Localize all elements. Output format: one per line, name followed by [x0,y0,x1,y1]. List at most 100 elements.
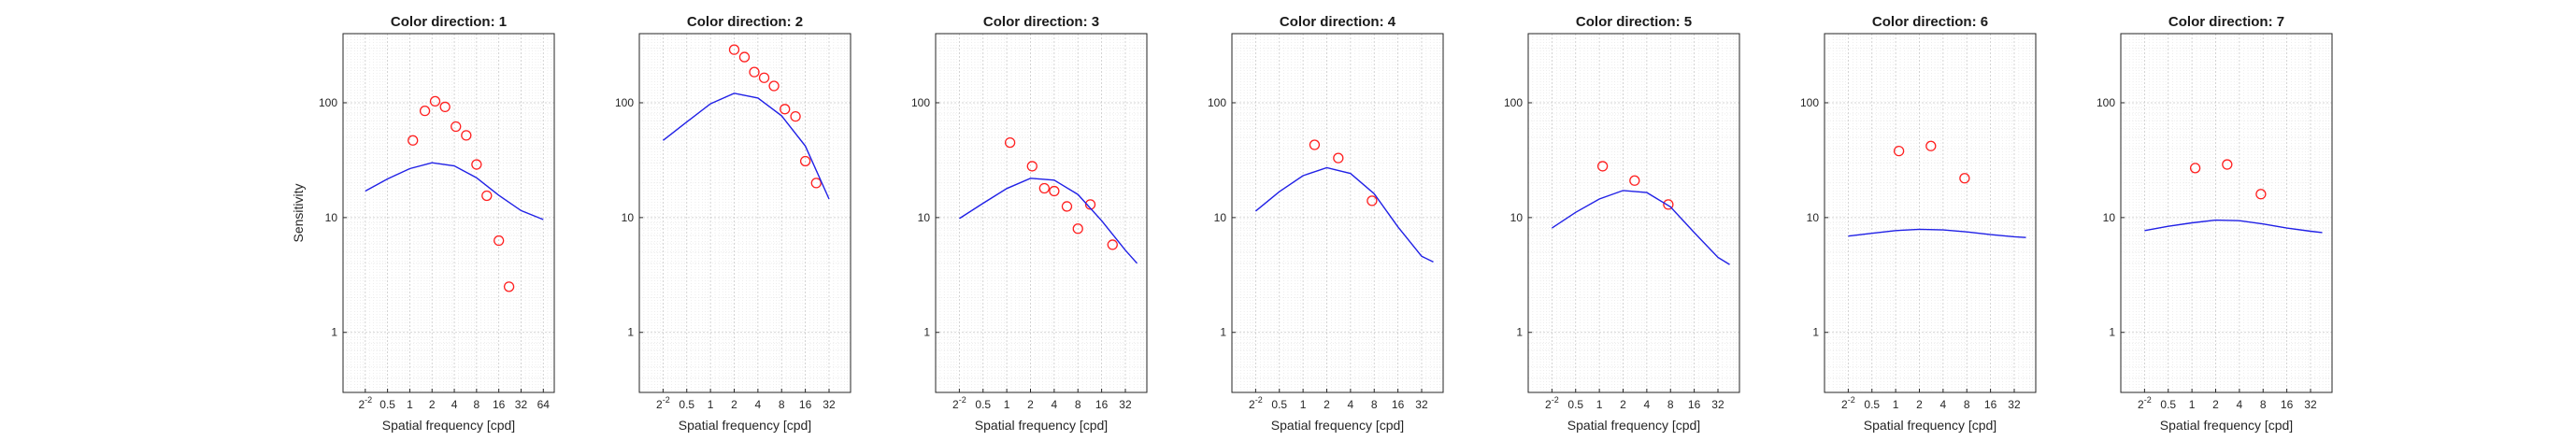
x-tick-label: 2 [2212,398,2219,411]
x-tick-label: 16 [799,398,812,411]
x-tick-label: 0.5 [1567,398,1583,411]
x-tick-label: 16 [1984,398,1997,411]
y-tick-label: 1 [923,326,930,339]
axes-frame [638,33,852,393]
x-axis-label: Spatial frequency [cpd] [2160,418,2293,433]
data-marker [408,135,419,146]
x-tick-label: 32 [1415,398,1428,411]
x-axis-label: Spatial frequency [cpd] [1567,418,1700,433]
x-tick-exponent: -2 [2144,395,2152,405]
x-tick-label: 0.5 [975,398,991,411]
x-tick-label: 1 [407,398,413,411]
x-tick-base: 2 [2138,398,2144,411]
data-marker [738,51,751,63]
x-tick-label: 2 [731,398,737,411]
data-marker [1596,161,1609,172]
x-tick-label: 1 [708,398,714,411]
x-tick-label: 2 [1324,398,1330,411]
y-tick-label: 1 [2109,326,2115,339]
x-tick-label: 2-2 [952,395,966,411]
x-tick-label: 2-2 [2138,395,2152,411]
model-curve [1254,166,1434,263]
axes-frame [2120,33,2333,393]
y-tick-label: 1 [1516,326,1523,339]
data-marker [439,101,451,113]
plot-area [1528,34,1739,392]
axes-frame [1824,33,2037,393]
data-marker [1072,223,1083,235]
data-marker [758,72,770,83]
y-tick-label: 1 [331,326,337,339]
x-tick-label: 2-2 [358,395,372,411]
y-tick-label: 100 [1208,96,1226,109]
axes-frame [935,33,1148,393]
x-tick-label: 2-2 [656,395,670,411]
x-tick-label: 4 [1052,398,1058,411]
x-tick-label: 0.5 [379,398,395,411]
data-marker [810,178,822,189]
data-marker [1038,182,1050,194]
x-tick-label: 8 [1371,398,1378,411]
model-curve [2144,219,2323,234]
x-tick-label: 0.5 [1864,398,1880,411]
x-tick-label: 16 [1392,398,1405,411]
data-marker [1959,173,1970,184]
x-tick-exponent: -2 [1552,395,1559,405]
axes-frame [342,33,555,393]
x-tick-label: 16 [493,398,506,411]
panel-title: Color direction: 5 [1576,14,1692,30]
data-marker [780,104,791,115]
data-marker [503,281,515,292]
x-tick-label: 4 [1940,398,1947,411]
x-tick-label: 16 [1688,398,1701,411]
axes-frame [1231,33,1444,393]
panel-title: Color direction: 3 [983,14,1099,30]
x-tick-exponent: -2 [959,395,966,405]
x-tick-label: 4 [2237,398,2243,411]
model-curve [365,162,544,220]
x-tick-label: 1 [1004,398,1010,411]
x-tick-label: 2-2 [1545,395,1559,411]
x-tick-label: 32 [823,398,836,411]
x-tick-label: 1 [1596,398,1603,411]
x-tick-label: 1 [1300,398,1307,411]
x-tick-label: 2 [1620,398,1626,411]
y-tick-label: 10 [2103,211,2116,224]
y-tick-label: 100 [911,96,930,109]
y-tick-label: 100 [319,96,337,109]
model-curve [959,178,1138,264]
panel-title: Color direction: 6 [1872,14,1988,30]
x-tick-label: 8 [779,398,785,411]
y-axis-label: Sensitivity [291,183,306,242]
x-tick-label: 2-2 [1841,395,1855,411]
y-tick-label: 10 [622,211,635,224]
x-tick-label: 0.5 [679,398,694,411]
y-tick-label: 10 [1807,211,1820,224]
y-tick-label: 10 [325,211,338,224]
x-tick-label: 64 [537,398,551,411]
x-tick-base: 2 [1249,398,1255,411]
data-marker [768,80,780,92]
data-marker [1026,161,1038,172]
data-marker [799,155,811,167]
data-marker [1049,185,1060,197]
y-tick-label: 10 [1214,211,1227,224]
model-curve [1848,228,2026,238]
panel-title: Color direction: 7 [2168,14,2284,30]
model-curve [662,92,830,200]
data-marker [1925,140,1937,151]
x-tick-label: 32 [1711,398,1724,411]
x-tick-label: 2-2 [1249,395,1263,411]
data-marker [429,95,441,107]
x-tick-label: 32 [2304,398,2317,411]
x-tick-label: 16 [2281,398,2294,411]
data-marker [451,121,462,133]
data-marker [419,106,431,117]
x-axis-label: Spatial frequency [cpd] [382,418,515,433]
data-marker [471,159,482,170]
x-axis-label: Spatial frequency [cpd] [1864,418,1996,433]
